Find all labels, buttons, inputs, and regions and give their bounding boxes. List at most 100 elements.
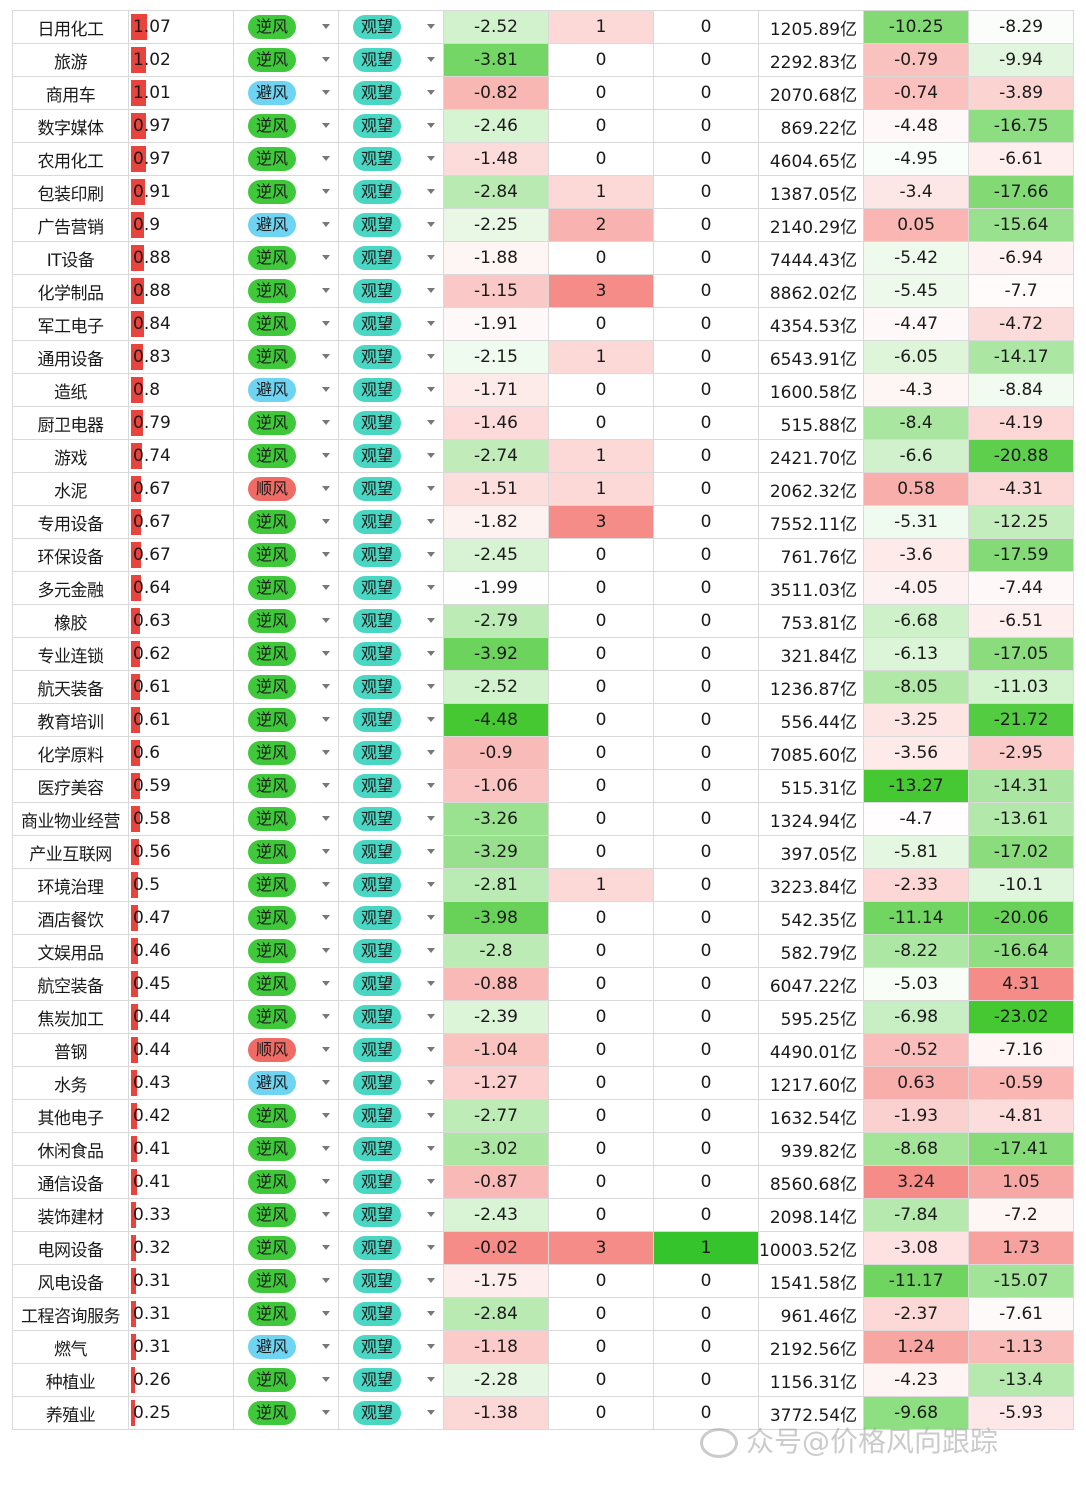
chevron-down-icon[interactable] [427,387,435,392]
cell-industry-name[interactable]: 风电设备 [13,1265,129,1298]
cell-count-b[interactable]: 0 [654,770,759,803]
cell-count-b[interactable]: 0 [654,1001,759,1034]
cell-return-2[interactable]: -9.94 [969,44,1074,77]
chevron-down-icon[interactable] [427,717,435,722]
cell-score[interactable]: 0.62 [129,638,234,671]
cell-return-2[interactable]: -21.72 [969,704,1074,737]
cell-return-2[interactable]: -7.61 [969,1298,1074,1331]
cell-market-cap[interactable]: 1156.31亿 [759,1364,864,1397]
cell-count-a[interactable]: 0 [549,737,654,770]
chevron-down-icon[interactable] [322,156,330,161]
cell-score[interactable]: 0.26 [129,1364,234,1397]
cell-wind-dropdown[interactable]: 逆风 [234,242,339,275]
cell-count-b[interactable]: 0 [654,473,759,506]
cell-score[interactable]: 0.33 [129,1199,234,1232]
cell-return-1[interactable]: -3.08 [864,1232,969,1265]
cell-wind-dropdown[interactable]: 逆风 [234,1199,339,1232]
cell-industry-name[interactable]: 数字媒体 [13,110,129,143]
cell-change[interactable]: -1.88 [444,242,549,275]
cell-count-a[interactable]: 1 [549,341,654,374]
cell-change[interactable]: -3.02 [444,1133,549,1166]
cell-return-2[interactable]: -13.4 [969,1364,1074,1397]
chevron-down-icon[interactable] [322,453,330,458]
chevron-down-icon[interactable] [322,1212,330,1217]
chevron-down-icon[interactable] [322,816,330,821]
cell-return-1[interactable]: -8.4 [864,407,969,440]
chevron-down-icon[interactable] [322,24,330,29]
cell-count-b[interactable]: 0 [654,572,759,605]
cell-change[interactable]: -2.43 [444,1199,549,1232]
cell-count-a[interactable]: 0 [549,242,654,275]
cell-wind-dropdown[interactable]: 逆风 [234,605,339,638]
cell-outlook-dropdown[interactable]: 观望 [339,209,444,242]
cell-count-a[interactable]: 1 [549,869,654,902]
cell-count-b[interactable]: 0 [654,341,759,374]
chevron-down-icon[interactable] [427,1377,435,1382]
cell-wind-dropdown[interactable]: 逆风 [234,737,339,770]
cell-change[interactable]: -2.52 [444,11,549,44]
cell-wind-dropdown[interactable]: 逆风 [234,770,339,803]
chevron-down-icon[interactable] [427,453,435,458]
cell-score[interactable]: 0.61 [129,671,234,704]
cell-outlook-dropdown[interactable]: 观望 [339,1364,444,1397]
cell-market-cap[interactable]: 2140.29亿 [759,209,864,242]
cell-outlook-dropdown[interactable]: 观望 [339,242,444,275]
cell-score[interactable]: 0.59 [129,770,234,803]
cell-count-b[interactable]: 1 [654,1232,759,1265]
chevron-down-icon[interactable] [427,519,435,524]
cell-return-1[interactable]: -9.68 [864,1397,969,1430]
cell-change[interactable]: -0.02 [444,1232,549,1265]
chevron-down-icon[interactable] [322,123,330,128]
chevron-down-icon[interactable] [427,882,435,887]
cell-wind-dropdown[interactable]: 逆风 [234,671,339,704]
cell-count-b[interactable]: 0 [654,110,759,143]
chevron-down-icon[interactable] [427,1410,435,1415]
cell-wind-dropdown[interactable]: 逆风 [234,1298,339,1331]
chevron-down-icon[interactable] [427,123,435,128]
cell-return-1[interactable]: -4.23 [864,1364,969,1397]
cell-return-2[interactable]: -4.81 [969,1100,1074,1133]
chevron-down-icon[interactable] [427,486,435,491]
cell-wind-dropdown[interactable]: 逆风 [234,902,339,935]
chevron-down-icon[interactable] [427,948,435,953]
cell-score[interactable]: 0.41 [129,1166,234,1199]
cell-score[interactable]: 0.42 [129,1100,234,1133]
cell-score[interactable]: 0.67 [129,506,234,539]
cell-market-cap[interactable]: 582.79亿 [759,935,864,968]
cell-count-a[interactable]: 1 [549,473,654,506]
cell-industry-name[interactable]: 工程咨询服务 [13,1298,129,1331]
cell-industry-name[interactable]: 商用车 [13,77,129,110]
cell-score[interactable]: 0.67 [129,473,234,506]
cell-score[interactable]: 0.58 [129,803,234,836]
cell-industry-name[interactable]: 电网设备 [13,1232,129,1265]
chevron-down-icon[interactable] [427,1212,435,1217]
cell-count-b[interactable]: 0 [654,1067,759,1100]
cell-return-2[interactable]: -4.19 [969,407,1074,440]
cell-change[interactable]: -2.84 [444,1298,549,1331]
chevron-down-icon[interactable] [322,1047,330,1052]
cell-change[interactable]: -2.39 [444,1001,549,1034]
cell-count-b[interactable]: 0 [654,539,759,572]
cell-return-1[interactable]: -6.13 [864,638,969,671]
chevron-down-icon[interactable] [322,387,330,392]
cell-industry-name[interactable]: 环保设备 [13,539,129,572]
cell-return-2[interactable]: -16.75 [969,110,1074,143]
cell-industry-name[interactable]: 日用化工 [13,11,129,44]
cell-market-cap[interactable]: 7085.60亿 [759,737,864,770]
cell-outlook-dropdown[interactable]: 观望 [339,902,444,935]
cell-outlook-dropdown[interactable]: 观望 [339,1265,444,1298]
cell-return-1[interactable]: -6.68 [864,605,969,638]
cell-market-cap[interactable]: 7552.11亿 [759,506,864,539]
cell-count-a[interactable]: 0 [549,1364,654,1397]
cell-outlook-dropdown[interactable]: 观望 [339,1331,444,1364]
cell-outlook-dropdown[interactable]: 观望 [339,11,444,44]
cell-count-a[interactable]: 0 [549,1298,654,1331]
cell-count-a[interactable]: 0 [549,1331,654,1364]
cell-return-2[interactable]: -15.07 [969,1265,1074,1298]
cell-wind-dropdown[interactable]: 顺风 [234,1034,339,1067]
cell-count-b[interactable]: 0 [654,44,759,77]
cell-return-1[interactable]: -11.14 [864,902,969,935]
cell-count-a[interactable]: 0 [549,671,654,704]
cell-outlook-dropdown[interactable]: 观望 [339,572,444,605]
chevron-down-icon[interactable] [427,750,435,755]
